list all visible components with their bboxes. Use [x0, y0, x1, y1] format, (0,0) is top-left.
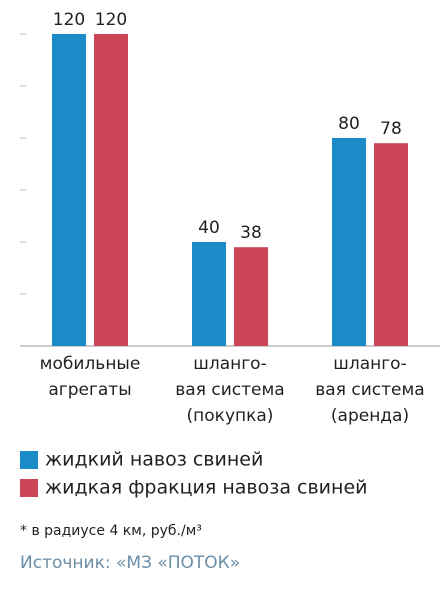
- bar: [374, 143, 408, 346]
- bar: [332, 138, 366, 346]
- bar: [192, 242, 226, 346]
- legend-swatch: [20, 451, 38, 469]
- value-label: 120: [95, 10, 127, 30]
- value-label: 78: [380, 119, 402, 139]
- x-tick-label: вая система: [175, 380, 284, 400]
- x-tick-label: вая система: [315, 380, 424, 400]
- legend-label: жидкий навоз свиней: [45, 449, 263, 471]
- legend-label: жидкая фракция навоза свиней: [45, 477, 368, 499]
- x-tick-label: мобильные: [40, 354, 141, 374]
- x-tick-label: шланго-: [193, 354, 266, 374]
- value-label: 40: [198, 218, 220, 238]
- x-tick-label: (покупка): [187, 406, 274, 426]
- x-tick-label: шланго-: [333, 354, 406, 374]
- footnote: * в радиусе 4 км, руб./м³: [20, 523, 202, 539]
- bar: [234, 247, 268, 346]
- source: Источник: «МЗ «ПОТОК»: [20, 553, 240, 573]
- bar: [94, 34, 128, 346]
- value-label: 38: [240, 223, 262, 243]
- x-tick-label: агрегаты: [48, 380, 131, 400]
- bar: [52, 34, 86, 346]
- value-label: 120: [53, 10, 85, 30]
- legend-swatch: [20, 479, 38, 497]
- x-tick-label: (аренда): [331, 406, 409, 426]
- value-label: 80: [338, 114, 360, 134]
